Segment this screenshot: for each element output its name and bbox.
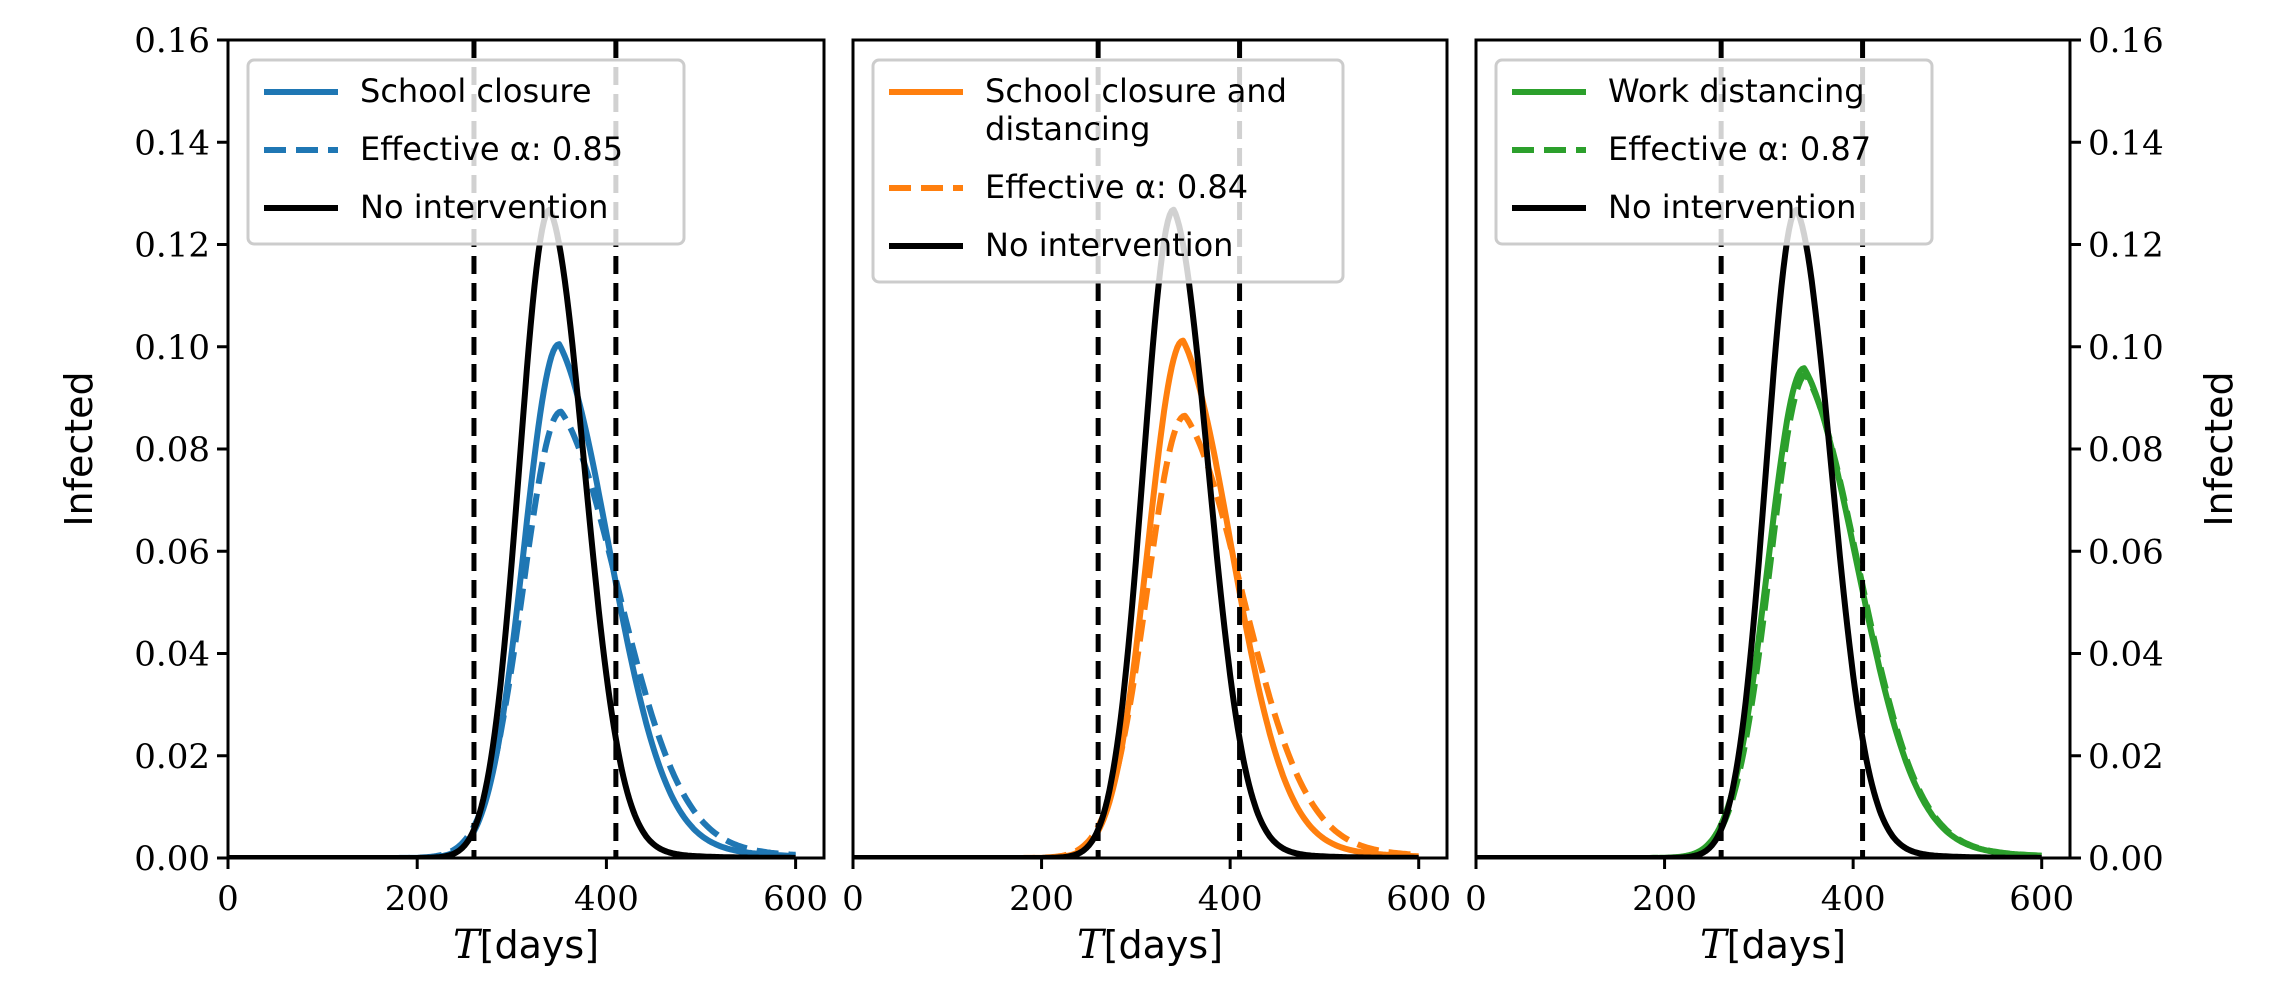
series-line-0 [853, 337, 1420, 858]
series-line-0 [1476, 365, 2043, 858]
x-tick-label: 0 [1465, 879, 1487, 919]
x-tick-label: 200 [385, 879, 450, 919]
y-tick-label: 0.02 [2088, 737, 2164, 777]
legend-label: No intervention [1608, 188, 1856, 226]
series-line-1 [853, 412, 1420, 858]
y-tick-label: 0.10 [2088, 328, 2164, 368]
legend-label: Effective α: 0.85 [360, 130, 623, 168]
axes-frame [851, 38, 1449, 860]
x-tick-label: 600 [1386, 879, 1451, 919]
x-tick-label: 600 [2009, 879, 2074, 919]
y-tick-label: 0.04 [2088, 635, 2164, 675]
y-axis-label: Infected [2197, 371, 2241, 526]
legend-box [1494, 58, 1934, 246]
y-tick-label: 0.06 [134, 532, 210, 572]
legend-label: Effective α: 0.87 [1608, 130, 1871, 168]
y-tick-label: 0.10 [134, 328, 210, 368]
plot-area [1476, 40, 2043, 858]
series-line-2 [853, 206, 1420, 858]
series-line-2 [228, 206, 797, 858]
panel-middle: 0 200 400 600 T[days] School closure anddista… [842, 38, 1451, 968]
y-tick-label: 0.06 [2088, 532, 2164, 572]
legend-box [246, 58, 686, 246]
x-tick-label: 0 [217, 879, 239, 919]
x-tick-label: 600 [763, 879, 828, 919]
legend-label: distancing [985, 110, 1150, 148]
y-tick-label: 0.14 [134, 123, 210, 163]
y-axis-label: Infected [57, 371, 101, 526]
y-tick-label: 0.12 [134, 226, 210, 266]
x-tick-label: 200 [1009, 879, 1074, 919]
y-tick-label: 0.02 [134, 737, 210, 777]
y-tick-label: 0.00 [134, 839, 210, 879]
legend-label: Effective α: 0.84 [985, 168, 1248, 206]
x-tick-label: 200 [1632, 879, 1697, 919]
x-axis-label: T[days] [1700, 922, 1846, 968]
y-tick-label: 0.08 [134, 430, 210, 470]
y-tick-label: 0.00 [2088, 839, 2164, 879]
x-axis-label: T[days] [453, 922, 599, 968]
y-tick-label: 0.14 [2088, 123, 2164, 163]
x-tick-label: 0 [842, 879, 864, 919]
x-tick-label: 400 [1821, 879, 1886, 919]
y-tick-label: 0.16 [2088, 21, 2164, 61]
panel-left: 0 200 400 600 0.00 0.02 0.04 0.06 0.08 0.10 0.12 0.… [57, 21, 828, 968]
legend-label: Work distancing [1608, 72, 1865, 110]
y-tick-label: 0.12 [2088, 226, 2164, 266]
x-tick-label: 400 [574, 879, 639, 919]
legend-label: School closure and [985, 72, 1287, 110]
legend-label: No intervention [360, 188, 608, 226]
x-tick-label: 400 [1198, 879, 1263, 919]
legend-label: No intervention [985, 226, 1233, 264]
series-line-2 [1476, 206, 2043, 858]
series-line-1 [1476, 371, 2043, 858]
series-line-0 [228, 341, 797, 858]
panel-right: 0 200 400 600 0.00 0.02 0.04 0.06 0.08 0.10 0.12 0.… [1465, 21, 2241, 968]
legend-box [871, 58, 1345, 284]
x-axis-label: T[days] [1077, 922, 1223, 968]
series-line-1 [228, 408, 797, 858]
legend-label: School closure [360, 72, 592, 110]
y-tick-label: 0.08 [2088, 430, 2164, 470]
legend: School closure Effective α: 0.85 No interv… [246, 58, 686, 246]
legend: Work distancing Effective α: 0.87 No inter… [1494, 58, 1934, 246]
y-tick-label: 0.04 [134, 635, 210, 675]
y-tick-label: 0.16 [134, 21, 210, 61]
